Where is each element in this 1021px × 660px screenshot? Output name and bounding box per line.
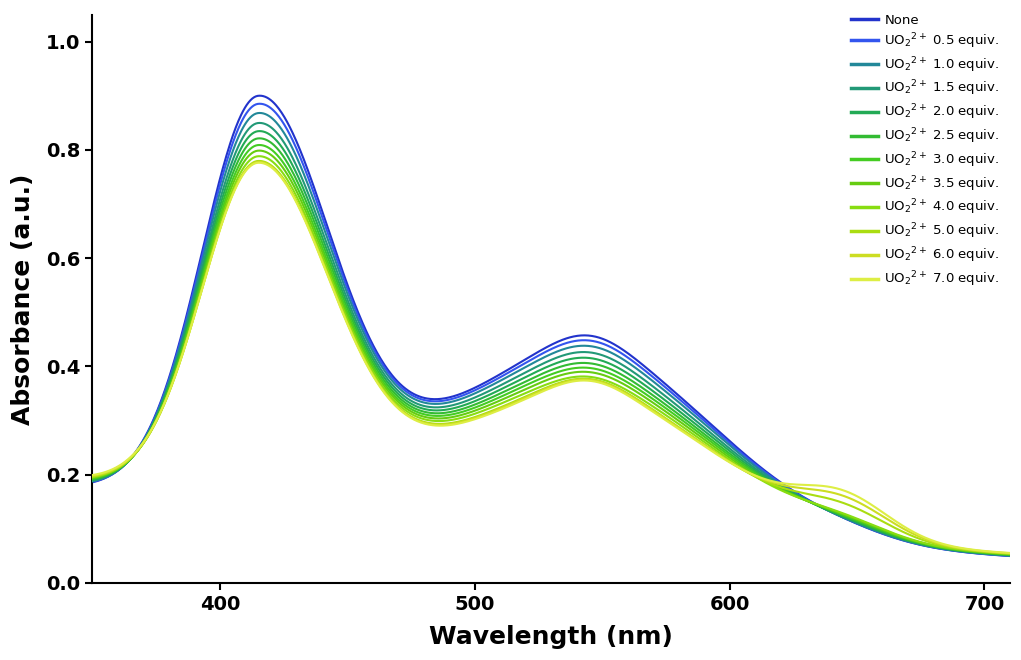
Legend: None, UO$_2$$^{2+}$ 0.5 equiv., UO$_2$$^{2+}$ 1.0 equiv., UO$_2$$^{2+}$ 1.5 equi: None, UO$_2$$^{2+}$ 0.5 equiv., UO$_2$$^… (847, 10, 1004, 293)
X-axis label: Wavelength (nm): Wavelength (nm) (429, 625, 673, 649)
Y-axis label: Absorbance (a.u.): Absorbance (a.u.) (11, 173, 35, 424)
